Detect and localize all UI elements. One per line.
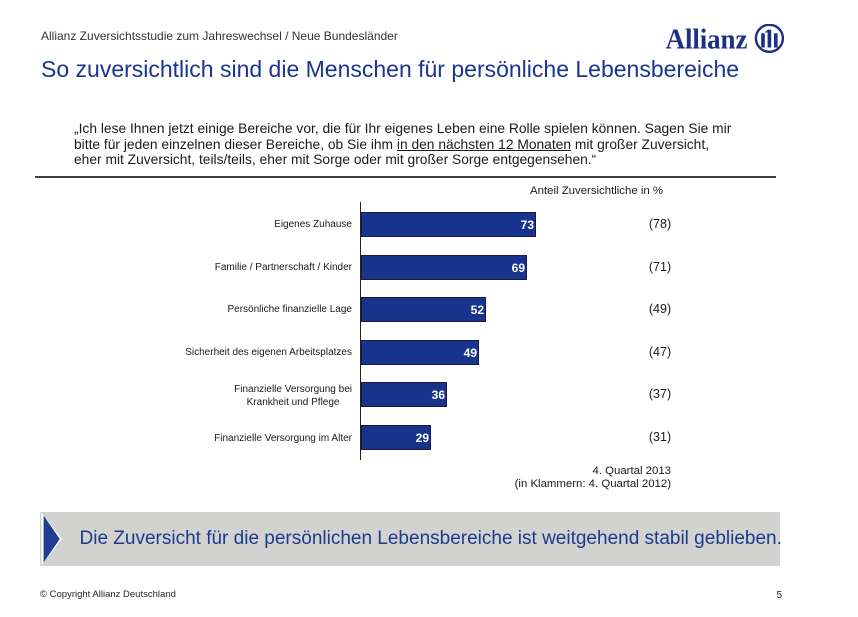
svg-text:Allianz: Allianz [666, 24, 748, 56]
